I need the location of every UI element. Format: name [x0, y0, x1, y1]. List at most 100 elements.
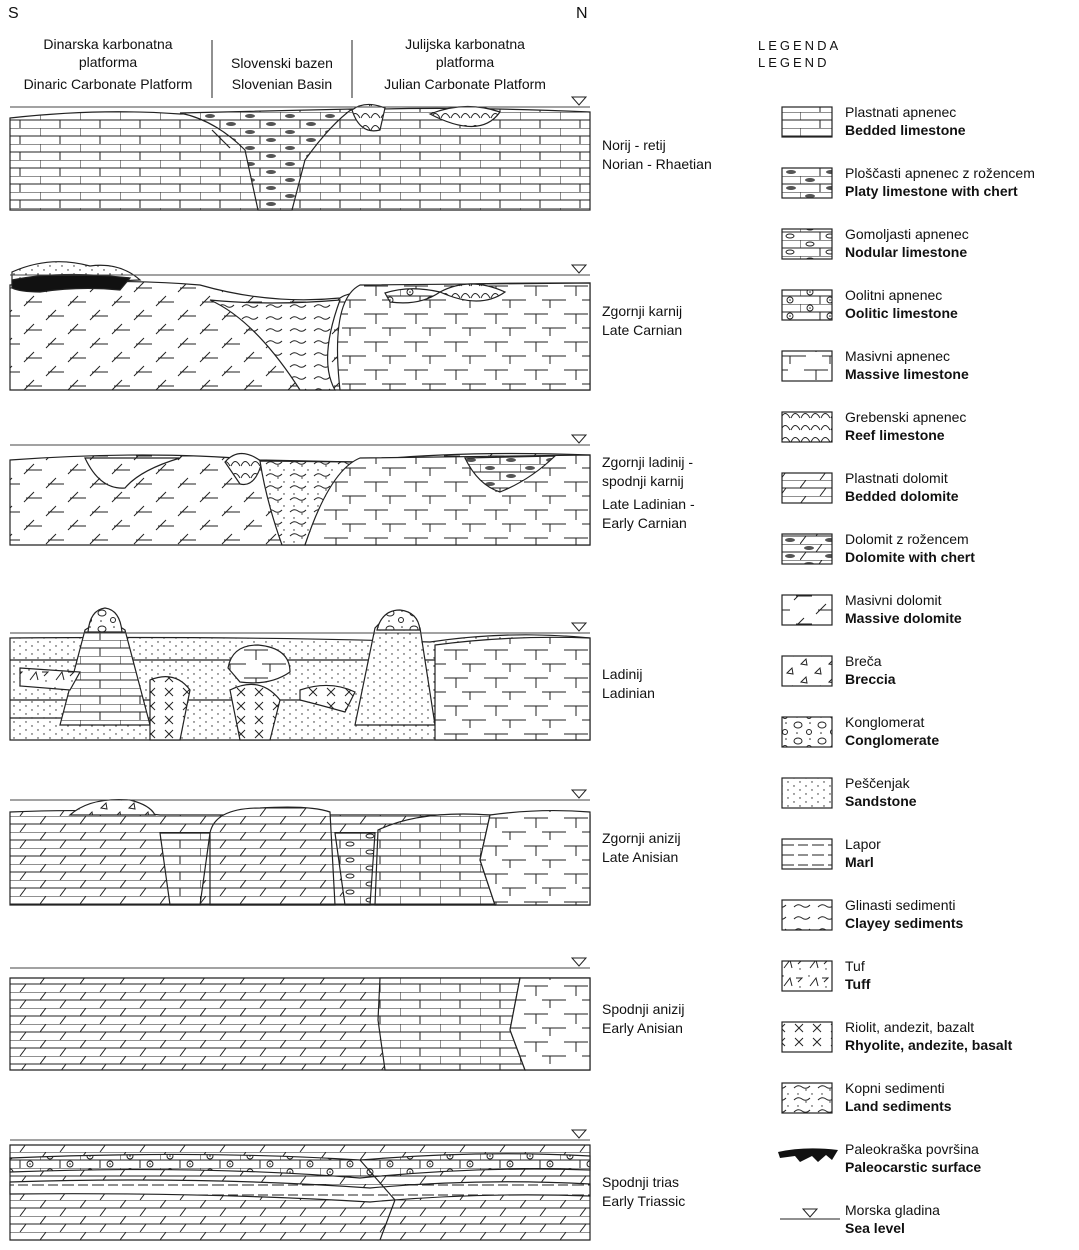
legend-label: Marl — [845, 854, 874, 870]
legend-label: Gomoljasti apnenec — [845, 226, 969, 242]
rock-body — [510, 978, 590, 1070]
legend-label: Dolomite with chert — [845, 549, 975, 565]
legend-swatch — [782, 168, 832, 198]
sea-level-symbol — [572, 97, 586, 105]
legend-symbol — [778, 1148, 838, 1162]
legend-label: Land sediments — [845, 1098, 952, 1114]
panel-label: Spodnji trias — [602, 1174, 679, 1190]
legend-label: Bedded dolomite — [845, 488, 959, 504]
legend-label: Sandstone — [845, 793, 917, 809]
legend-symbol — [803, 1209, 817, 1217]
sea-level-symbol — [572, 265, 586, 273]
header-text: Slovenian Basin — [232, 76, 332, 92]
legend-label: Paleokraška površina — [845, 1141, 979, 1157]
legend-swatch — [782, 717, 832, 747]
panel-label: Late Carnian — [602, 322, 682, 338]
legend-label: Massive dolomite — [845, 610, 962, 626]
legend-label: Breča — [845, 653, 882, 669]
legend-label: Masivni dolomit — [845, 592, 942, 608]
panel-label: Ladinij — [602, 666, 642, 682]
legend-label: Plastnati dolomit — [845, 470, 948, 486]
panel-label: Spodnji anizij — [602, 1001, 685, 1017]
legend-label: Masivni apnenec — [845, 348, 950, 364]
panel-label: Zgornji karnij — [602, 303, 682, 319]
rock-body — [435, 637, 590, 740]
legend-swatch — [782, 778, 832, 808]
legend-label: Platy limestone with chert — [845, 183, 1018, 199]
sea-level-symbol — [572, 623, 586, 631]
legend-label: Paleocarstic surface — [845, 1159, 981, 1175]
legend-swatch — [782, 595, 832, 625]
legend-label: Konglomerat — [845, 714, 924, 730]
panel-label: Early Anisian — [602, 1020, 683, 1036]
legend-label: Dolomit z rožencem — [845, 531, 969, 547]
legend-swatch — [782, 351, 832, 381]
legend-title: LEGENDA — [758, 38, 841, 53]
rock-body — [378, 978, 525, 1070]
rock-body — [20, 668, 80, 690]
legend-label: Riolit, andezit, bazalt — [845, 1019, 974, 1035]
sea-level-symbol — [572, 435, 586, 443]
panel-late-ladinian — [10, 454, 590, 546]
panel-label: Zgornji ladinij - — [602, 454, 693, 470]
legend-swatch — [782, 107, 832, 137]
legend-label: Morska gladina — [845, 1202, 940, 1218]
legend-swatch — [782, 1022, 832, 1052]
rock-body — [480, 811, 590, 905]
header-text: Dinarska karbonatna — [43, 36, 172, 52]
panel-label: Norian - Rhaetian — [602, 156, 712, 172]
legend-label: Rhyolite, andezite, basalt — [845, 1037, 1013, 1053]
panel-labels: Norij - retij Norian - Rhaetian Zgornji ka… — [602, 137, 712, 1209]
rock-body — [12, 274, 130, 292]
rock-body — [70, 800, 155, 815]
panel-late-carnian — [10, 262, 590, 390]
panel-norian — [10, 104, 590, 210]
legend-label: Oolitni apnenec — [845, 287, 942, 303]
rock-body — [210, 807, 335, 905]
panel-label: Early Carnian — [602, 515, 687, 531]
header-text: Julijska karbonatna — [405, 36, 525, 52]
legend-swatch — [782, 656, 832, 686]
rock-body — [88, 608, 122, 632]
legend-label: Ploščasti apnenec z rožencem — [845, 165, 1035, 181]
south-label: S — [8, 5, 19, 22]
header: Dinarska karbonatna platforma Dinaric Ca… — [24, 36, 546, 98]
header-text: platforma — [79, 54, 138, 70]
legend-swatch — [782, 290, 832, 320]
legend-label: Bedded limestone — [845, 122, 966, 138]
panel-label: Ladinian — [602, 685, 655, 701]
legend-swatch — [782, 961, 832, 991]
legend-label: Lapor — [845, 836, 881, 852]
panel-label: Early Triassic — [602, 1193, 685, 1209]
sea-level-symbol — [572, 1130, 586, 1138]
legend-label: Peščenjak — [845, 775, 911, 791]
legend-label: Breccia — [845, 671, 896, 687]
figure: S N Dinarska karbonatna platforma Dinari… — [0, 0, 1079, 1250]
panel-label: Norij - retij — [602, 137, 666, 153]
legend-label: Tuf — [845, 958, 865, 974]
legend-label: Reef limestone — [845, 427, 945, 443]
legend-title: LEGEND — [758, 55, 829, 70]
panel-early-triassic — [10, 1145, 590, 1240]
header-text: Slovenski bazen — [231, 55, 333, 71]
rock-body — [377, 610, 420, 630]
legend-label: Kopni sedimenti — [845, 1080, 945, 1096]
panel-early-anisian — [10, 978, 590, 1070]
legend-swatch — [782, 534, 832, 564]
legend-label: Nodular limestone — [845, 244, 967, 260]
header-text: platforma — [436, 54, 495, 70]
legend-label: Oolitic limestone — [845, 305, 958, 321]
legend-label: Grebenski apnenec — [845, 409, 966, 425]
rock-body — [305, 455, 590, 545]
legend-swatch — [782, 473, 832, 503]
legend-swatch — [782, 900, 832, 930]
rock-body — [375, 814, 495, 905]
legend-swatch — [782, 229, 832, 259]
panel-late-anisian — [10, 800, 590, 905]
legend-label: Glinasti sedimenti — [845, 897, 956, 913]
legend-label: Clayey sediments — [845, 915, 963, 931]
sea-level-symbol — [572, 790, 586, 798]
legend-label: Massive limestone — [845, 366, 969, 382]
sea-level-symbol — [572, 958, 586, 966]
